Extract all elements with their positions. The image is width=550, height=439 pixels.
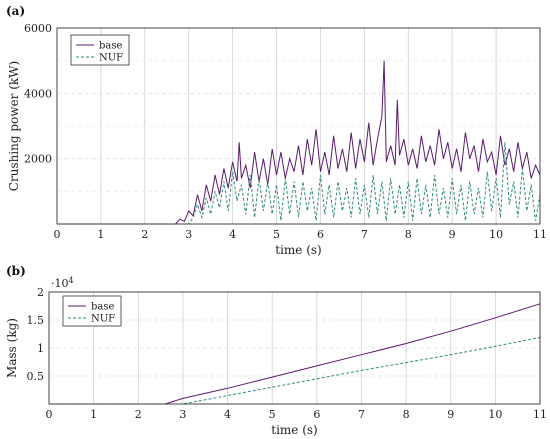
x-tick-label: 8 [403,408,410,421]
x-tick-label: 11 [533,228,547,241]
x-tick-label: 0 [46,408,53,421]
x-tick-label: 8 [405,228,412,241]
series-line-nuf [57,142,541,225]
chart-panel-0: 0 1 2 3 4 5 6 7 8 9 10 11 2000 4000 6000 (a) time (s) Cru… [6,4,547,257]
x-tick-label: 10 [488,408,502,421]
series-line-base [49,303,541,405]
x-tick-label: 6 [313,408,320,421]
x-tick-label: 2 [135,408,142,421]
y-tick-label: 1.5 [27,314,45,327]
legend-box [70,34,130,66]
x-tick-label: 3 [179,408,186,421]
x-tick-label: 9 [449,228,456,241]
x-tick-label: 7 [358,408,365,421]
legend-box [62,295,122,327]
y-multiplier: ·104 [51,276,74,290]
x-tick-label: 0 [54,228,61,241]
legend-label-nuf: NUF [91,314,115,325]
series-line-nuf [49,336,541,405]
y-axis-label: Mass (kg) [5,318,19,378]
x-tick-label: 5 [269,408,276,421]
legend-label-nuf: NUF [99,53,123,64]
y-tick-label: 2000 [24,153,52,166]
x-tick-label: 3 [185,228,192,241]
panel-label: (a) [6,4,25,18]
x-tick-label: 5 [273,228,280,241]
x-axis-label: time (s) [271,423,317,437]
x-tick-label: 4 [224,408,231,421]
x-tick-label: 7 [361,228,368,241]
chart-panel-1: 0 1 2 3 4 5 6 7 8 9 10 11 0.5 1 1.5 2 (b) time (s) Mass (k… [5,264,547,437]
x-tick-label: 6 [317,228,324,241]
legend-label-base: base [99,41,122,52]
x-tick-label: 10 [489,228,503,241]
series-line-base [57,60,541,225]
legend-label-base: base [91,302,114,313]
y-tick-label: 1 [37,342,44,355]
plot-frame [48,291,541,405]
y-tick-label: 6000 [24,22,52,35]
x-tick-label: 2 [141,228,148,241]
x-tick-label: 1 [97,228,104,241]
plot-frame [56,27,541,225]
x-tick-label: 9 [447,408,454,421]
y-tick-label: 0.5 [27,370,45,383]
x-tick-label: 11 [533,408,547,421]
y-tick-label: 4000 [24,87,52,100]
y-tick-label: 2 [37,286,44,299]
x-axis-label: time (s) [275,243,321,257]
y-axis-label: Crushing power (kW) [7,61,21,191]
x-tick-label: 1 [90,408,97,421]
x-tick-label: 4 [229,228,236,241]
panel-label: (b) [6,264,26,278]
